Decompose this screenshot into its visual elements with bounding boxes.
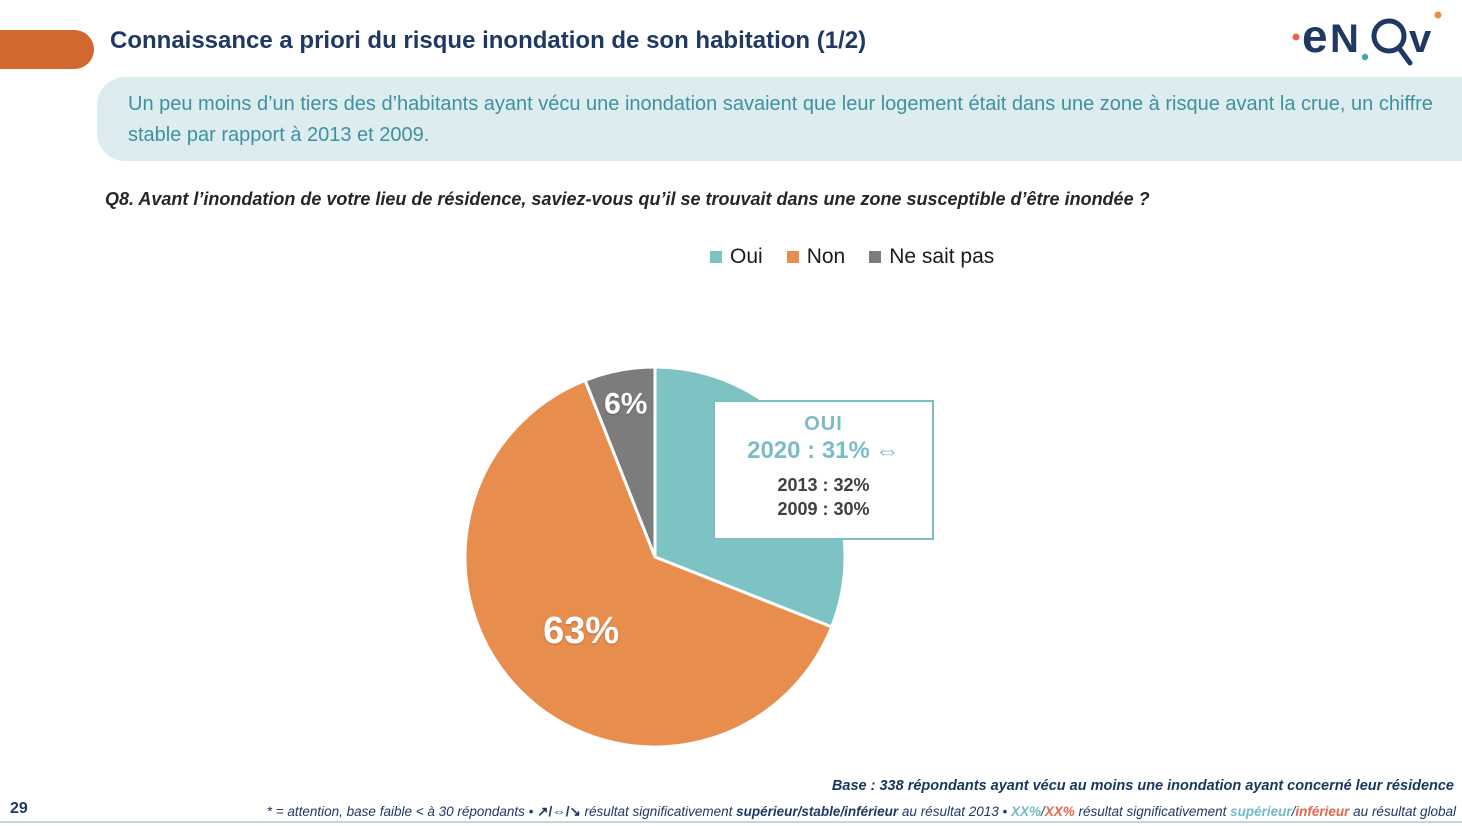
pie-slice-non [463,378,834,749]
footnote-inferior-word: inférieur [1295,804,1350,819]
legend-swatch-nsp [869,251,882,263]
legend-item-nsp: Ne sait pas [869,245,994,269]
footnote-prefix: * = attention, base faible < à 30 répond… [266,804,538,819]
legend-label-non: Non [806,245,846,268]
slide-title: Connaissance a priori du risque inondati… [110,27,867,54]
stable-trend-arrow-icon: ⇔ [874,437,900,465]
legend-label-nsp: Ne sait pas [889,245,995,268]
footnote-slash1: / [1041,804,1045,819]
pie-label-non: 63% [543,610,619,652]
page-number: 29 [10,800,28,817]
footnote-xx-inferior: XX% [1044,804,1075,819]
callout-current-value: 2020 : 31% ⇔ [715,437,932,466]
callout-2020-value: 2020 : 31% [747,437,870,464]
legend-label-oui: Oui [730,245,763,268]
logo-magnifier-handle [1396,45,1413,66]
oui-callout: OUI 2020 : 31% ⇔ 2013 : 32% 2009 : 30% [713,400,934,540]
legend-item-non: Non [786,245,846,269]
key-insight-text: Un peu moins d’un tiers des d’habitants … [128,93,1433,146]
footnote-suffix: au résultat global [1349,804,1456,819]
footnote-superior-word: supérieur [1230,804,1292,819]
callout-2013-value: 2013 : 32% [777,475,870,495]
footnote-bold-words: supérieur/stable/inférieur [736,804,899,819]
pie-label-ne-sait-pas: 6% [604,388,647,421]
chart-legend: Oui Non Ne sait pas [710,245,994,269]
callout-2009-value: 2009 : 30% [777,499,870,519]
footnote-legend: * = attention, base faible < à 30 répond… [267,804,1456,820]
logo-teal-dot [1361,53,1369,61]
base-note: Base : 338 répondants ayant vécu au moin… [831,778,1454,794]
logo-orange-dot-left [1292,33,1300,41]
enov-logo: e N v [1292,10,1442,66]
survey-question: Q8. Avant l’inondation de votre lieu de … [105,189,1150,209]
footer-divider [0,821,1462,823]
footnote-mid1: résultat significativement [580,804,737,819]
legend-item-oui: Oui [710,245,763,269]
legend-swatch-oui [710,251,722,263]
callout-title: OUI [804,413,843,435]
pie-slice-ne-sait-pas [583,365,657,559]
legend-swatch-non [786,251,799,263]
slide-accent-pill [0,30,94,69]
logo-magnifier-icon [1371,18,1407,54]
key-insight-banner: Un peu moins d’un tiers des d’habitants … [97,77,1462,161]
logo-orange-dot-right [1434,11,1442,19]
logo-letter-v: v [1409,17,1432,61]
trend-arrows-icon: ↗/⇔/↘ [537,804,581,819]
footnote-xx-superior: XX% [1010,804,1041,819]
footnote-mid2: au résultat 2013 • [898,804,1011,819]
footnote-slash2: / [1291,804,1296,819]
footnote-mid3: résultat significativement [1074,804,1231,819]
logo-letter-e: e [1302,10,1328,62]
logo-letter-n: N [1330,17,1359,61]
